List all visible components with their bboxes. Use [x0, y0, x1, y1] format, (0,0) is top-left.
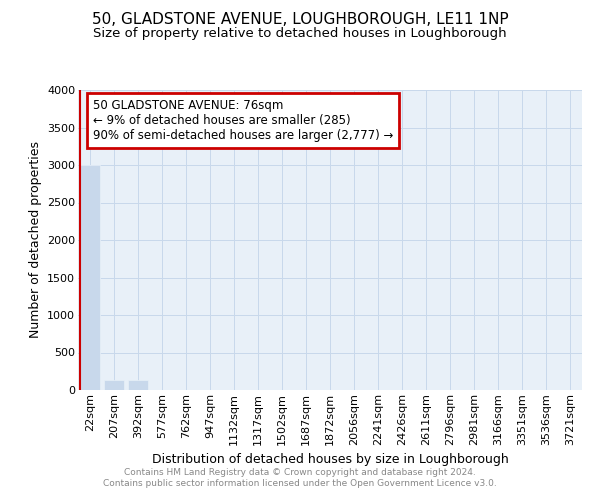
Bar [128, 380, 148, 390]
Text: Contains HM Land Registry data © Crown copyright and database right 2024.
Contai: Contains HM Land Registry data © Crown c… [103, 468, 497, 487]
X-axis label: Distribution of detached houses by size in Loughborough: Distribution of detached houses by size … [152, 453, 508, 466]
Text: 50 GLADSTONE AVENUE: 76sqm
← 9% of detached houses are smaller (285)
90% of semi: 50 GLADSTONE AVENUE: 76sqm ← 9% of detac… [93, 99, 394, 142]
Bar [104, 380, 124, 390]
Bar [80, 165, 100, 390]
Text: Size of property relative to detached houses in Loughborough: Size of property relative to detached ho… [93, 28, 507, 40]
Text: 50, GLADSTONE AVENUE, LOUGHBOROUGH, LE11 1NP: 50, GLADSTONE AVENUE, LOUGHBOROUGH, LE11… [92, 12, 508, 28]
Y-axis label: Number of detached properties: Number of detached properties [29, 142, 41, 338]
